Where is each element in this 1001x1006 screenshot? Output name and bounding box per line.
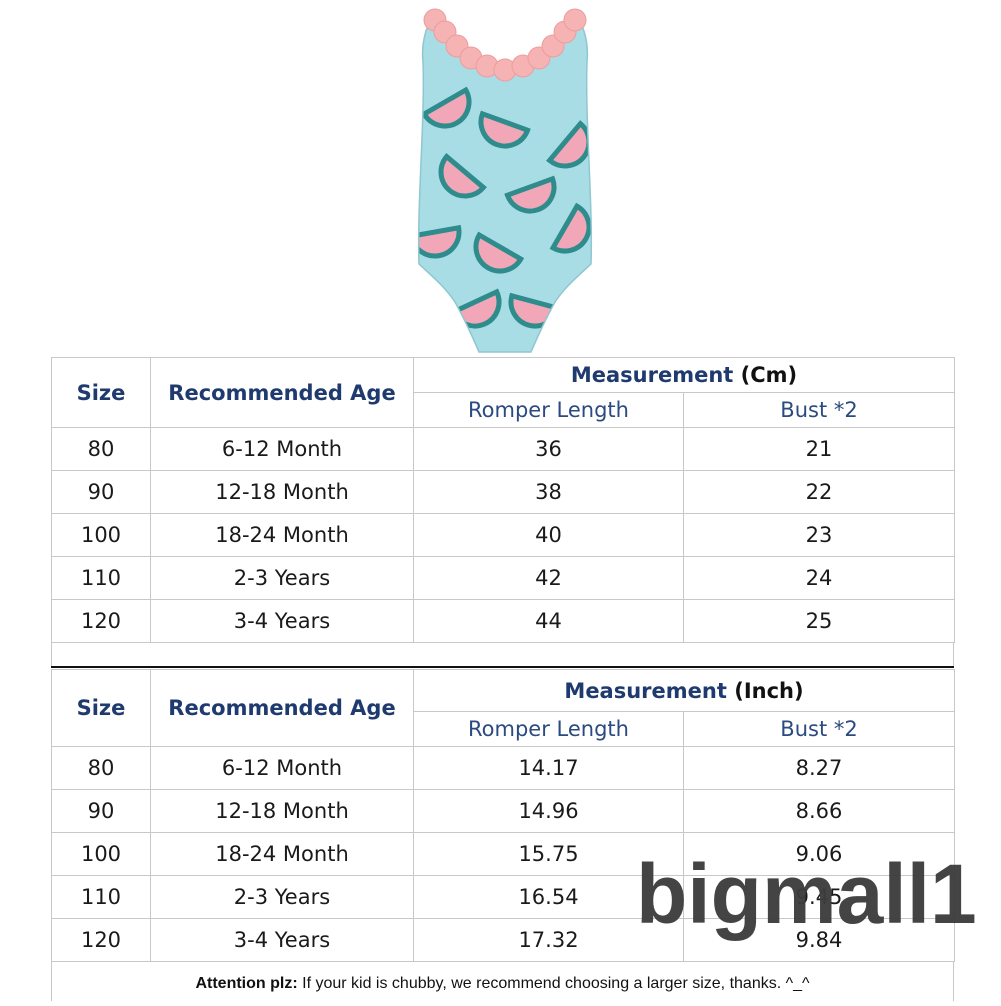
watermark-logo: bigmall1 [636, 847, 977, 941]
cell-length: 14.17 [413, 746, 684, 790]
attention-note: Attention plz: If your kid is chubby, we… [51, 961, 954, 1001]
header-size: Size [51, 357, 151, 428]
cell-size: 120 [51, 599, 151, 643]
cell-length: 40 [413, 513, 684, 557]
header-recommended-age: Recommended Age [150, 669, 414, 747]
header-measurement: Measurement (Cm) [412, 357, 956, 393]
cell-bust: 9.84 [683, 918, 955, 962]
cell-age: 18-24 Month [150, 832, 414, 876]
cell-age: 6-12 Month [150, 746, 414, 790]
cell-size: 90 [51, 470, 151, 514]
header-size: Size [51, 669, 151, 747]
table-row: 100 18-24 Month 40 23 [51, 513, 956, 557]
cell-bust: 25 [682, 599, 956, 643]
cell-age: 3-4 Years [150, 599, 414, 643]
cell-bust: 9.45 [683, 875, 955, 919]
cell-bust: 21 [682, 427, 956, 471]
cell-bust: 9.06 [683, 832, 955, 876]
cell-size: 110 [51, 875, 151, 919]
cell-age: 6-12 Month [150, 427, 414, 471]
header-romper-length: Romper Length [413, 711, 684, 747]
cell-size: 90 [51, 789, 151, 833]
cell-bust: 24 [682, 556, 956, 600]
table-row: 100 18-24 Month 15.75 9.06 [51, 832, 955, 876]
cell-age: 18-24 Month [150, 513, 414, 557]
cell-size: 110 [51, 556, 151, 600]
table-row: 110 2-3 Years 42 24 [51, 556, 956, 600]
attention-label: Attention plz: [195, 975, 298, 992]
table-row: 120 3-4 Years 17.32 9.84 [51, 918, 955, 962]
header-bust: Bust *2 [682, 392, 956, 428]
cell-size: 80 [51, 427, 151, 471]
product-image [417, 8, 593, 353]
cell-bust: 8.27 [683, 746, 955, 790]
cell-bust: 23 [682, 513, 956, 557]
cell-size: 120 [51, 918, 151, 962]
header-recommended-age: Recommended Age [150, 357, 414, 428]
cell-length: 44 [413, 599, 684, 643]
table-row: 80 6-12 Month 14.17 8.27 [51, 746, 955, 790]
cell-size: 100 [51, 513, 151, 557]
table-spacer [51, 642, 954, 667]
cell-length: 14.96 [413, 789, 684, 833]
table-row: 120 3-4 Years 44 25 [51, 599, 956, 643]
cell-length: 38 [413, 470, 684, 514]
unit-label: (Cm) [740, 363, 798, 387]
size-table-inch: Size Recommended Age Measurement (Inch) … [51, 669, 955, 962]
header-romper-length: Romper Length [413, 392, 684, 428]
cell-length: 42 [413, 556, 684, 600]
cell-age: 12-18 Month [150, 470, 414, 514]
cell-length: 36 [413, 427, 684, 471]
unit-label: (Inch) [734, 678, 804, 703]
cell-size: 80 [51, 746, 151, 790]
header-measurement: Measurement (Inch) [413, 669, 955, 712]
cell-bust: 8.66 [683, 789, 955, 833]
attention-text: If your kid is chubby, we recommend choo… [297, 975, 810, 992]
table-row: 110 2-3 Years 16.54 9.45 [51, 875, 955, 919]
cell-size: 100 [51, 832, 151, 876]
cell-bust: 22 [682, 470, 956, 514]
table-row: 90 12-18 Month 14.96 8.66 [51, 789, 955, 833]
header-bust: Bust *2 [683, 711, 955, 747]
cell-age: 2-3 Years [150, 556, 414, 600]
table-row: 80 6-12 Month 36 21 [51, 427, 956, 471]
cell-length: 16.54 [413, 875, 684, 919]
cell-age: 2-3 Years [150, 875, 414, 919]
size-table-cm: Size Recommended Age Measurement (Cm) Ro… [51, 357, 956, 643]
cell-age: 12-18 Month [150, 789, 414, 833]
table-row: 90 12-18 Month 38 22 [51, 470, 956, 514]
cell-age: 3-4 Years [150, 918, 414, 962]
table-divider [51, 666, 954, 668]
